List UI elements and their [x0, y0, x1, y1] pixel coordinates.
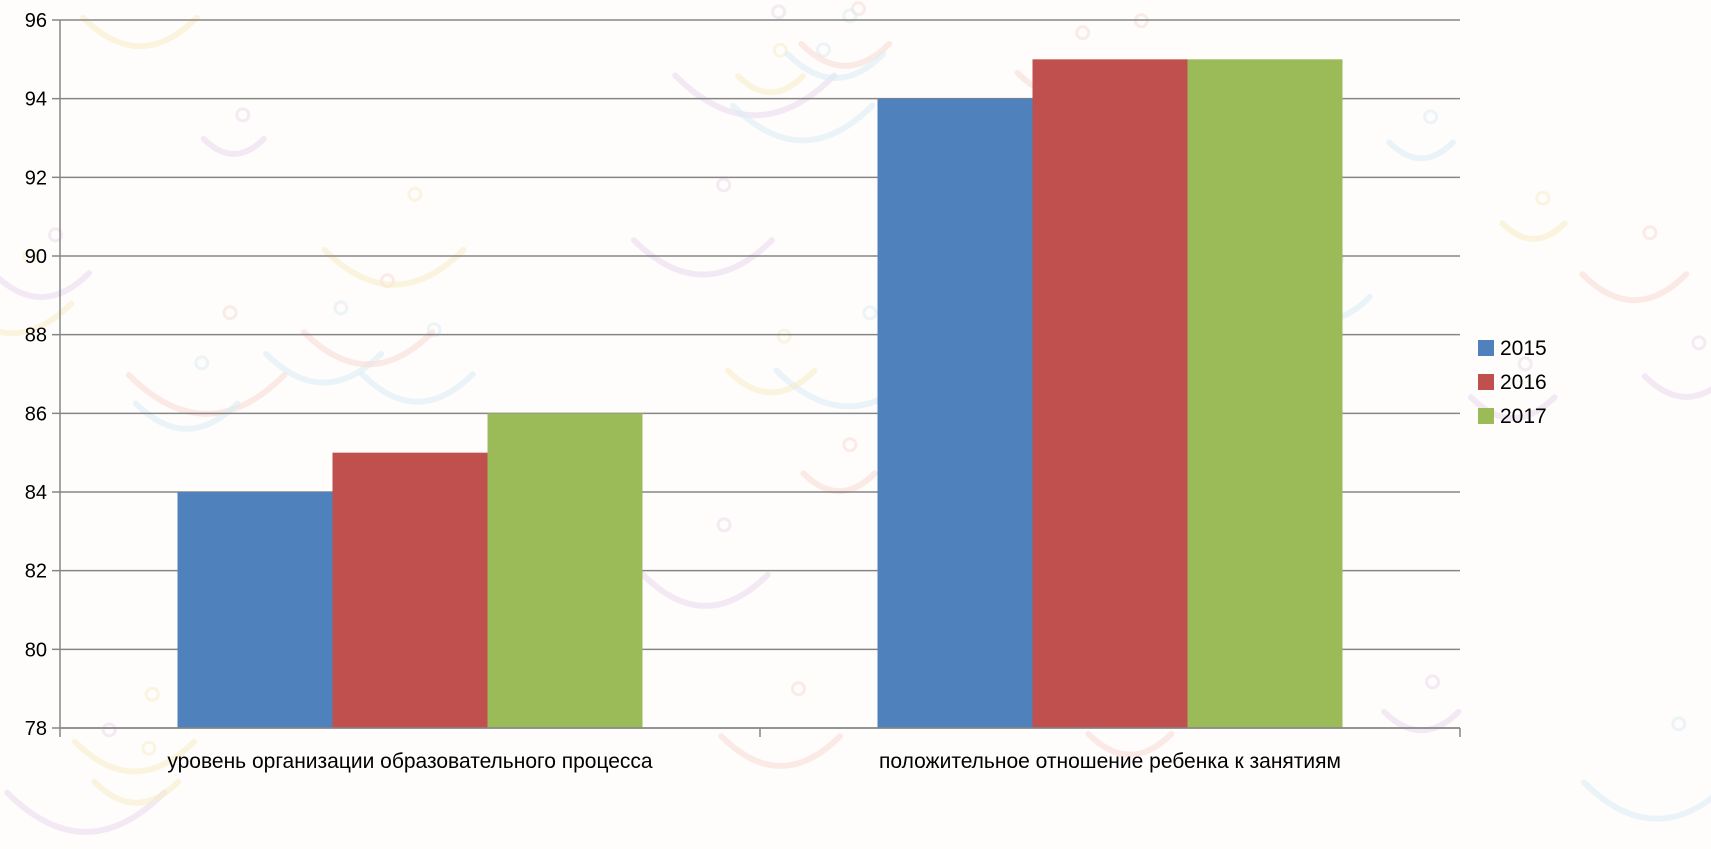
background-doodle-dot	[426, 322, 442, 338]
background-doodle-dot	[842, 437, 858, 453]
background-doodle-dot	[1535, 190, 1551, 206]
background-doodle	[640, 571, 771, 609]
legend-label-2016: 2016	[1500, 371, 1547, 394]
y-tick-label: 94	[25, 89, 47, 111]
background-doodle	[321, 246, 467, 288]
background-doodle	[71, 738, 197, 775]
background-doodle-dot	[333, 300, 349, 316]
background-doodle	[800, 470, 878, 495]
background-doodle-dot	[850, 1, 866, 17]
background-doodle-dot	[1691, 335, 1707, 351]
legend-label-2015: 2015	[1500, 337, 1547, 360]
legend-swatch-2015	[1478, 340, 1494, 356]
background-doodle-dot	[1075, 25, 1091, 41]
background-doodle-dot	[790, 681, 806, 697]
y-tick-label: 88	[25, 325, 47, 347]
y-tick-label: 80	[25, 639, 47, 661]
legend-swatch-2017	[1478, 408, 1494, 424]
background-doodle-dot	[771, 4, 787, 20]
y-tick-label: 82	[25, 561, 47, 583]
y-tick-label: 92	[25, 167, 47, 189]
background-doodle-dot	[407, 186, 423, 202]
y-tick-label: 96	[25, 10, 47, 32]
background-doodle-dot	[716, 177, 732, 193]
background-doodle-dot	[1671, 716, 1687, 732]
bars	[177, 59, 1343, 729]
background-doodle	[359, 371, 476, 405]
background-doodle	[724, 367, 818, 396]
bar-2016-category-1	[332, 452, 488, 728]
background-doodle	[672, 72, 838, 119]
background-doodle	[0, 300, 75, 337]
background-doodle-dot	[1423, 109, 1439, 125]
background-doodle	[735, 73, 806, 96]
background-doodle-dot	[48, 227, 64, 243]
bar-2015-category-1	[177, 492, 333, 728]
background-doodle	[1579, 271, 1690, 304]
background-doodle	[784, 51, 887, 81]
background-doodle	[1499, 220, 1568, 242]
background-doodle	[80, 14, 200, 49]
axis-labels: 78 80 82 84 86 88 90 92 94 96 уровень организации …	[25, 10, 1341, 773]
background-doodle	[1381, 708, 1462, 734]
legend-swatch-2016	[1478, 374, 1494, 390]
background-doodle	[1386, 139, 1456, 162]
background-doodle-dot	[194, 355, 210, 371]
background-doodle	[300, 329, 436, 368]
background-doodle-dot	[716, 517, 732, 533]
legend-label-2017: 2017	[1500, 405, 1547, 428]
background-doodle-dot	[141, 740, 157, 756]
background-doodle-dot	[1642, 225, 1658, 241]
background-doodle	[1085, 730, 1175, 758]
background-doodle	[4, 789, 168, 835]
background-doodle-dot	[772, 42, 788, 58]
background-doodle	[91, 778, 182, 806]
y-tick-label: 90	[25, 246, 47, 268]
background-doodle-dot	[842, 8, 858, 24]
background-doodle	[1467, 394, 1558, 422]
y-tick-label: 86	[25, 403, 47, 425]
background-doodle-dot	[1425, 674, 1441, 690]
background-doodle-dot	[222, 305, 238, 321]
y-tick-label: 78	[25, 718, 47, 740]
x-category-label: положительное отношение ребенка к заняти…	[879, 750, 1341, 773]
background-doodle-dot	[862, 305, 878, 321]
background-doodle-dot	[101, 722, 117, 738]
background-doodle	[125, 371, 288, 417]
axes	[59, 20, 1461, 737]
background-doodle	[1641, 373, 1711, 400]
bar-2017-category-2	[1187, 59, 1343, 729]
background-doodle	[1580, 779, 1711, 822]
background-doodle-dot	[144, 686, 160, 702]
y-tick-label: 84	[25, 482, 47, 504]
background-doodle	[630, 237, 775, 278]
bar-2017-category-1	[487, 413, 643, 728]
background-doodle	[798, 40, 893, 69]
background-doodle-dot	[815, 42, 831, 58]
x-category-label: уровень организации образовательного про…	[167, 750, 653, 773]
background-doodle-dot	[22, 248, 38, 264]
background-doodle-dot	[1517, 356, 1533, 372]
bar-2016-category-2	[1032, 59, 1188, 729]
bar-2015-category-2	[877, 98, 1033, 728]
background-doodle	[0, 270, 93, 301]
background-doodle-dot	[235, 107, 251, 123]
background-doodle	[200, 135, 267, 157]
legend: 2015 2016 2017	[1478, 337, 1547, 428]
background-doodle	[718, 733, 844, 769]
background-doodle-dot	[776, 328, 792, 344]
background-doodle	[729, 102, 876, 144]
background-doodle	[132, 400, 241, 432]
